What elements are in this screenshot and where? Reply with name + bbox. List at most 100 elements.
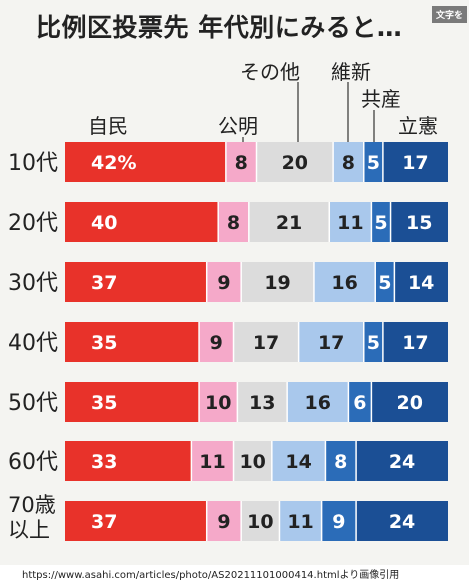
bar-segment: [206, 262, 242, 302]
bar-segment: [241, 501, 280, 541]
bar-value-label: 8: [342, 152, 355, 174]
bar-segment: [199, 382, 238, 422]
category-label: 以上: [8, 518, 50, 542]
bar-value-label: 17: [402, 152, 428, 174]
bar-segment: [325, 441, 357, 481]
legend-label: 公明: [218, 114, 258, 138]
bar-segment: [333, 142, 364, 182]
bar-value-label: 8: [227, 212, 240, 234]
bar-segment: [65, 262, 207, 302]
bar-value-label: 20: [282, 152, 308, 174]
bar-segment: [199, 322, 234, 362]
bar-value-label: 35: [91, 392, 117, 414]
bar-value-label: 11: [287, 511, 313, 533]
bar-value-label: 16: [305, 392, 331, 414]
text-size-badge[interactable]: 文字を: [431, 6, 467, 23]
legend-label: 維新: [331, 60, 371, 84]
bar-value-label: 19: [264, 272, 290, 294]
bar-value-label: 37: [91, 511, 117, 533]
bar-segment: [371, 382, 448, 422]
category-label: 40代: [8, 331, 58, 356]
bar-segment: [356, 441, 448, 481]
category-label: 10代: [8, 151, 58, 176]
bar-segment: [313, 262, 376, 302]
bar-segment: [65, 382, 200, 422]
bar-segment: [271, 441, 326, 481]
bar-value-label: 5: [367, 152, 380, 174]
bar-value-label: 17: [318, 332, 344, 354]
bar-segment: [233, 322, 299, 362]
bar-segment: [233, 441, 272, 481]
category-label: 60代: [8, 450, 58, 475]
bar-segment: [382, 142, 448, 182]
bar-segment: [256, 142, 334, 182]
bar-value-label: 21: [276, 212, 302, 234]
bar-value-label: 42%: [91, 152, 136, 174]
bar-segment: [237, 382, 288, 422]
bar-segment: [248, 202, 330, 242]
bar-value-label: 5: [367, 332, 380, 354]
source-note: https://www.asahi.com/articles/photo/AS2…: [22, 570, 400, 581]
bar-value-label: 10: [205, 392, 231, 414]
bar-segment: [287, 382, 349, 422]
bar-segment: [382, 322, 448, 362]
bar-segment: [390, 202, 448, 242]
bar-value-label: 11: [199, 451, 225, 473]
bar-segment: [225, 142, 257, 182]
bar-value-label: 17: [402, 332, 428, 354]
category-label: 30代: [8, 271, 58, 296]
category-label: 20代: [8, 211, 58, 236]
bar-segment: [375, 262, 395, 302]
bar-segment: [348, 382, 372, 422]
legend-label: 立憲: [398, 114, 438, 138]
bar-segment: [65, 202, 219, 242]
bar-segment: [279, 501, 322, 541]
legend-label: その他: [240, 60, 300, 84]
bar-value-label: 14: [408, 272, 434, 294]
bar-segment: [363, 322, 383, 362]
bar-value-label: 10: [239, 451, 265, 473]
bar-segment: [65, 501, 207, 541]
bar-value-label: 24: [389, 451, 415, 473]
bar-segment: [356, 501, 448, 541]
bar-value-label: 33: [91, 451, 117, 473]
bar-value-label: 8: [235, 152, 248, 174]
bar-segment: [65, 441, 192, 481]
category-label: 70歳: [8, 493, 56, 517]
bar-value-label: 14: [285, 451, 311, 473]
bar-segment: [241, 262, 314, 302]
bar-value-label: 20: [396, 392, 422, 414]
bar-segment: [329, 202, 372, 242]
bar-segment: [65, 322, 200, 362]
bar-value-label: 13: [249, 392, 275, 414]
bar-value-label: 11: [337, 212, 363, 234]
bar-value-label: 6: [353, 392, 366, 414]
bar-value-label: 9: [210, 332, 223, 354]
legend-label: 自民: [88, 114, 128, 138]
bar-value-label: 9: [217, 272, 230, 294]
bar-value-label: 8: [334, 451, 347, 473]
bar-value-label: 35: [91, 332, 117, 354]
bar-value-label: 9: [217, 511, 230, 533]
bar-value-label: 24: [389, 511, 415, 533]
bar-segment: [363, 142, 383, 182]
bar-segment: [394, 262, 448, 302]
bar-segment: [218, 202, 249, 242]
bar-segment: [191, 441, 234, 481]
bar-value-label: 37: [91, 272, 117, 294]
bar-segment: [321, 501, 357, 541]
legend-label: 共産: [361, 87, 401, 111]
bar-segment: [206, 501, 242, 541]
bar-value-label: 17: [253, 332, 279, 354]
chart-title: 比例区投票先 年代別にみると…: [36, 13, 403, 42]
bar-segment: [371, 202, 391, 242]
bar-segment: [65, 142, 226, 182]
bar-segment: [298, 322, 364, 362]
bar-value-label: 40: [91, 212, 117, 234]
bar-value-label: 9: [332, 511, 345, 533]
category-label: 50代: [8, 391, 58, 416]
bar-value-label: 16: [331, 272, 357, 294]
bar-value-label: 5: [378, 272, 391, 294]
bar-value-label: 10: [247, 511, 273, 533]
